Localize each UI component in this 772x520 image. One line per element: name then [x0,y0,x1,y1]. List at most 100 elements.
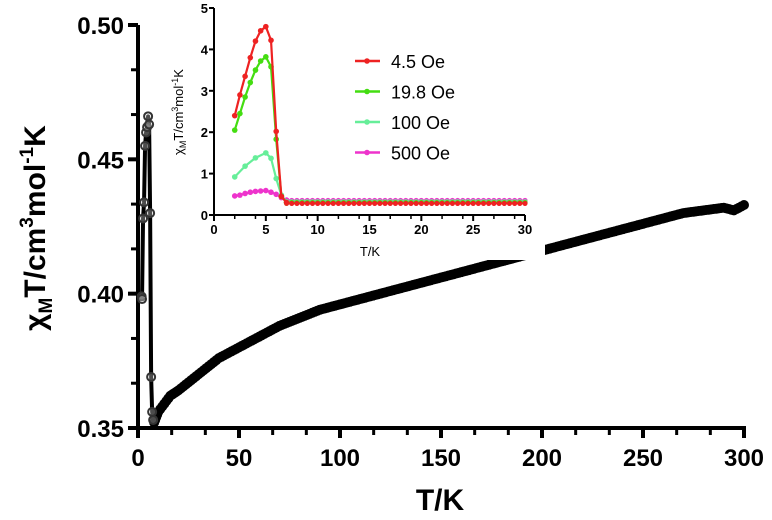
inset-data-point [470,200,476,207]
inset-data-point [247,189,254,196]
inset-data-point [460,200,466,207]
main-x-tick-label: 100 [320,445,360,472]
inset-x-axis-title: T/K [360,244,381,259]
inset-data-point [434,200,440,207]
ylabel-text1: T/cm [19,228,52,298]
inset-data-point [382,200,388,207]
inset-data-point [480,200,487,207]
legend-label: 500 Oe [391,144,450,164]
inset-data-point [299,200,305,207]
inset-data-point [486,200,492,207]
inset-data-point [252,38,259,44]
ylabel-sub: M [36,298,57,314]
main-data-point [148,414,159,425]
inset-series [231,23,528,207]
inset-data-point [252,155,259,161]
inset-ylabel-text2: mol [171,86,186,107]
inset-data-point [398,200,404,207]
inset-data-point [242,94,248,100]
inset-data-point [429,200,435,207]
inset-data-point [278,193,285,200]
inset-data-point [304,200,310,207]
legend-label: 19.8 Oe [391,83,455,103]
main-data-point [139,197,150,208]
inset-data-point [330,200,336,207]
inset-data-point [512,200,518,207]
inset-data-point [231,174,238,180]
inset-x-tick-label: 5 [262,222,269,237]
legend-swatch-marker [364,58,370,64]
legend-label: 4.5 Oe [391,52,445,72]
ylabel-chi: χ [19,313,52,331]
inset-ylabel-text3: K [171,69,186,78]
main-y-axis-title: χMT/cm3mol-1K [17,125,57,331]
inset-data-point [237,110,243,117]
main-y-tick-label: 0.50 [77,13,124,40]
inset-data-point [268,189,274,196]
inset-data-point [475,200,481,207]
main-data-point [140,140,151,151]
inset-data-point [356,200,362,207]
inset-data-point [325,200,331,207]
main-y-tick-label: 0.40 [77,282,124,309]
inset-data-point [455,200,461,207]
inset-y-tick-label: 4 [201,42,209,57]
inset-data-point [268,37,274,44]
main-x-tick-label: 200 [522,445,562,472]
inset-y-tick-label: 5 [201,1,208,16]
ylabel-sup1: 3 [17,217,38,228]
inset-data-point [257,58,264,64]
inset-data-point [263,54,269,60]
inset-y-tick-label: 3 [201,84,208,99]
inset-data-point [320,200,326,207]
inset-ylabel-text1: T/cm [171,112,186,141]
main-data-point [147,406,158,417]
inset-data-point [387,200,393,207]
inset-data-point [283,199,290,206]
inset-data-point [491,200,497,207]
main-data-point [144,119,155,130]
inset-data-point [423,200,430,207]
inset-data-point [242,73,248,80]
main-data-point [138,213,149,224]
main-x-tick-label: 0 [131,445,144,472]
inset-data-point [273,191,280,198]
legend-swatch-marker [364,149,370,156]
inset-data-point [263,23,269,30]
inset-data-point [403,200,409,207]
inset-data-point [237,192,243,198]
inset-data-point [392,200,399,207]
inset-data-point [408,200,414,207]
legend-swatch-marker [364,119,370,125]
inset-data-point [413,200,419,207]
inset-axes: 0 1 2 3 4 5 0 5 10 15 20 25 30 [174,0,545,260]
inset-data-point [268,155,274,162]
inset-ylabel-sup2: -1 [170,78,180,86]
inset-legend: 4.5 Oe 19.8 Oe 100 Oe 500 Oe [355,52,455,164]
ylabel-sup2: -1 [17,146,38,163]
inset-ylabel-sup1: 3 [170,107,180,112]
inset-x-tick-label: 10 [310,222,324,237]
inset-data-point [361,200,367,207]
inset-data-point [465,200,471,207]
inset-data-point [351,200,357,207]
inset-data-point [237,92,243,98]
inset-y-tick-label: 0 [201,208,208,223]
inset-ylabel-sub: M [178,141,188,149]
inset-data-point [372,200,378,207]
ylabel-text2: mol [19,164,52,217]
inset-data-point [506,200,513,207]
inset-data-point [346,200,352,207]
inset-data-point [247,79,254,86]
inset-data-point [273,175,280,182]
inset-data-point [257,188,264,194]
inset-x-tick-label: 20 [414,222,428,237]
inset-data-point [418,200,424,207]
main-data-point [143,111,154,122]
main-y-tick-label: 0.45 [77,147,124,174]
inset-data-point [263,187,269,194]
main-data-point [145,208,156,219]
ylabel-text3: K [19,125,52,147]
inset-data-point [309,200,316,207]
main-x-axis-title: T/K [416,484,465,517]
